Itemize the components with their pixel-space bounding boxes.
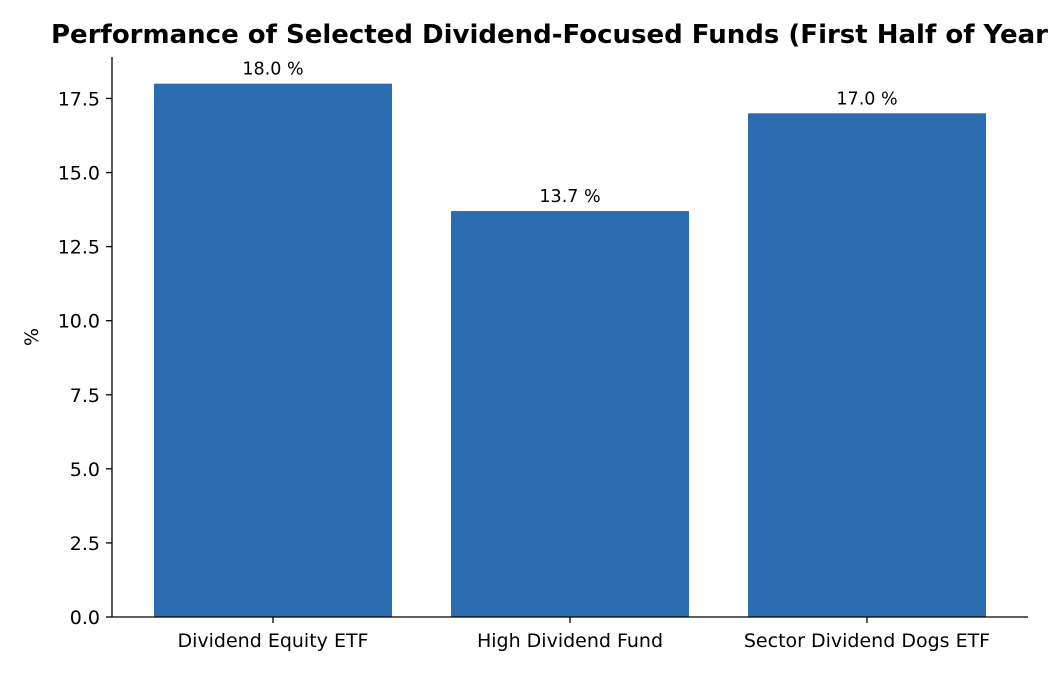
bar	[748, 113, 986, 617]
chart-title: Performance of Selected Dividend-Focused…	[51, 20, 1050, 50]
y-tick-label: 7.5	[70, 385, 100, 407]
y-tick-label: 5.0	[70, 459, 100, 481]
y-tick-label: 0.0	[70, 607, 100, 629]
y-axis-label: %	[21, 328, 43, 346]
x-tick-label: Dividend Equity ETF	[178, 630, 369, 652]
y-tick-label: 2.5	[70, 533, 100, 555]
y-tick-label: 15.0	[58, 163, 100, 185]
bars	[154, 83, 986, 617]
data-label: 18.0 %	[242, 60, 303, 80]
y-tick-label: 10.0	[58, 311, 100, 333]
y-tick-label: 17.5	[58, 88, 100, 110]
axes: Dividend Equity ETF High Dividend Fund Sec…	[58, 57, 1028, 652]
x-tick-label: Sector Dividend Dogs ETF	[744, 630, 990, 652]
data-labels: 18.0 % 13.7 % 17.0 %	[242, 60, 897, 207]
bar	[451, 211, 689, 617]
y-tick-label: 12.5	[58, 237, 100, 259]
data-label: 13.7 %	[539, 187, 600, 207]
bar	[154, 83, 392, 617]
x-tick-label: High Dividend Fund	[477, 630, 663, 652]
data-label: 17.0 %	[836, 89, 897, 109]
